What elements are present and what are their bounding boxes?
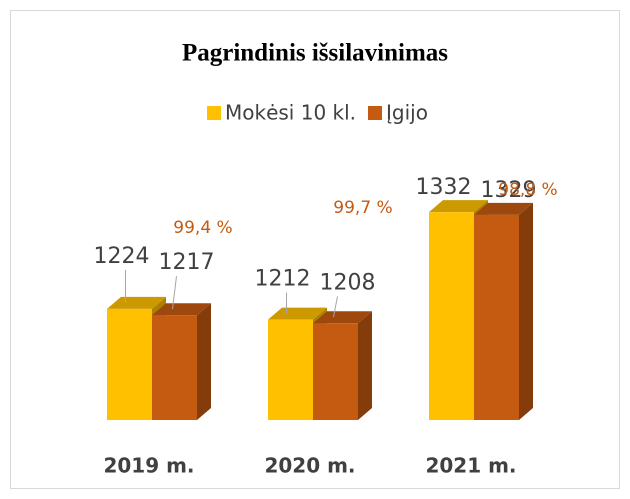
- legend-swatch: [207, 106, 221, 120]
- bar: [474, 202, 533, 420]
- bar-front: [152, 315, 197, 420]
- annotation: 99,4 %: [173, 218, 232, 238]
- leader-line: [333, 296, 338, 318]
- x-tick-label: 2021 m.: [425, 454, 516, 478]
- bar: [313, 311, 372, 420]
- data-label: 1224: [94, 244, 150, 269]
- data-label: 1212: [255, 267, 311, 292]
- bar: [152, 303, 211, 420]
- bar-front: [268, 319, 313, 420]
- bar-top: [313, 311, 372, 324]
- annotation: 99,7 %: [333, 198, 392, 218]
- bar-front: [107, 308, 152, 420]
- data-label: 1332: [416, 175, 472, 200]
- bar-top: [474, 202, 533, 215]
- legend-swatch: [368, 106, 382, 120]
- bar-top: [107, 296, 166, 309]
- x-tick-label: 2020 m.: [264, 454, 355, 478]
- leader-line: [172, 276, 177, 310]
- bar-side: [519, 202, 533, 420]
- bar-front: [429, 212, 474, 420]
- bar-top: [152, 303, 211, 316]
- legend-label: Įgijo: [386, 101, 428, 125]
- legend-label: Mokėsi 10 kl.: [225, 101, 356, 125]
- chart-title: Pagrindinis išsilavinimas: [182, 40, 448, 67]
- data-label: 1329: [481, 178, 537, 203]
- data-label: 1217: [159, 250, 215, 275]
- bar-side: [197, 303, 211, 420]
- data-label: 1208: [320, 270, 376, 295]
- annotation: 98,8 %: [498, 180, 557, 200]
- bar-top: [268, 307, 327, 320]
- bar-side: [358, 311, 372, 420]
- bar-front: [313, 323, 358, 420]
- bar-front: [474, 214, 519, 420]
- x-tick-label: 2019 m.: [103, 454, 194, 478]
- bar-top: [429, 200, 488, 213]
